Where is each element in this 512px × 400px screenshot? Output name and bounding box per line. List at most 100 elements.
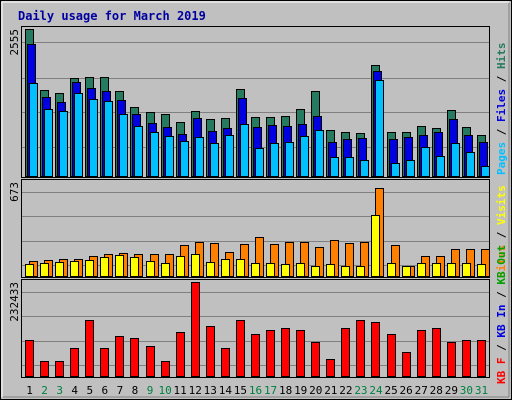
pages-bar xyxy=(315,130,324,177)
visits-bar xyxy=(251,263,260,277)
day-label-1: 1 xyxy=(26,384,33,397)
pages-bar xyxy=(255,148,264,177)
visits-bar xyxy=(115,255,124,277)
legend-panel-2-separator: / xyxy=(495,225,508,245)
day-label-15: 15 xyxy=(234,384,247,397)
visits-bar xyxy=(206,262,215,277)
day-label-4: 4 xyxy=(71,384,78,397)
pages-bar xyxy=(180,141,189,177)
day-label-2: 2 xyxy=(41,384,48,397)
pages-bar xyxy=(225,135,234,177)
pages-bar xyxy=(406,160,415,177)
day-label-20: 20 xyxy=(309,384,322,397)
kb-panel-border xyxy=(21,279,490,378)
pages-bar xyxy=(195,137,204,177)
kb-f-bar xyxy=(417,330,426,377)
visits-bar xyxy=(281,264,290,277)
kb-f-bar xyxy=(176,332,185,377)
legend-panel-3-separator: / xyxy=(495,338,508,358)
kb-f-bar xyxy=(266,330,275,377)
hits-files-pages-panel-border xyxy=(21,26,490,178)
visits-bar xyxy=(387,263,396,277)
day-label-7: 7 xyxy=(117,384,124,397)
pages-bar xyxy=(421,147,430,177)
legend-panel-1-files: Files xyxy=(495,89,508,122)
kb-f-bar xyxy=(432,328,441,377)
day-label-12: 12 xyxy=(189,384,202,397)
visits-bar xyxy=(70,261,79,277)
visits-bar xyxy=(417,263,426,277)
sites-visits-panel-border xyxy=(21,179,490,278)
pages-bar xyxy=(59,111,68,177)
day-label-17: 17 xyxy=(264,384,277,397)
legend-panel-3-kb-in: KB In xyxy=(495,305,508,338)
kb-f-bar xyxy=(236,320,245,377)
legend-panel-1: Pages / Files / Hits xyxy=(495,43,508,176)
visits-bar xyxy=(371,215,380,277)
kb-f-bar xyxy=(447,342,456,377)
day-label-16: 16 xyxy=(249,384,262,397)
day-label-24: 24 xyxy=(369,384,383,397)
pages-bar xyxy=(29,83,38,177)
day-label-22: 22 xyxy=(339,384,352,397)
day-label-27: 27 xyxy=(415,384,428,397)
visits-bar xyxy=(146,261,155,277)
hits-files-pages-panel-ymax-label: 2555 xyxy=(8,29,21,56)
day-label-31: 31 xyxy=(475,384,488,397)
visits-bar xyxy=(191,254,200,277)
day-label-10: 10 xyxy=(158,384,171,397)
sites-visits-panel-ymax-label: 673 xyxy=(8,182,21,202)
pages-bar xyxy=(44,109,53,177)
visits-bar xyxy=(130,257,139,277)
visits-bar xyxy=(447,263,456,277)
kb-f-bar xyxy=(402,352,411,377)
kb-f-bar xyxy=(281,328,290,377)
kb-f-bar xyxy=(462,340,471,377)
kb-f-bar xyxy=(371,322,380,377)
visits-bar xyxy=(100,257,109,277)
chart-title: Daily usage for March 2019 xyxy=(18,9,206,23)
legend-panel-2-visits: Visits xyxy=(495,185,508,225)
kb-f-bar xyxy=(70,348,79,377)
pages-bar xyxy=(436,156,445,177)
kb-f-bar xyxy=(206,326,215,377)
pages-bar xyxy=(330,157,339,177)
visits-bar xyxy=(55,262,64,277)
kb-f-bar xyxy=(221,348,230,377)
day-label-14: 14 xyxy=(219,384,233,397)
day-label-23: 23 xyxy=(354,384,367,397)
pages-bar xyxy=(451,143,460,177)
visits-bar xyxy=(432,263,441,277)
visits-bar xyxy=(341,266,350,277)
kb-f-bar xyxy=(130,338,139,377)
pages-bar xyxy=(240,124,249,177)
kb-f-bar xyxy=(55,361,64,377)
visits-bar xyxy=(40,263,49,277)
pages-bar xyxy=(134,126,143,177)
day-label-11: 11 xyxy=(174,384,187,397)
kb-f-bar xyxy=(387,334,396,377)
kb-f-bar xyxy=(341,328,350,377)
pages-bar xyxy=(391,163,400,177)
kb-f-bar xyxy=(191,282,200,377)
legend-panel-1-separator: / xyxy=(495,122,508,142)
pages-bar xyxy=(150,132,159,177)
day-label-8: 8 xyxy=(132,384,139,397)
visits-bar xyxy=(462,263,471,277)
legend-panel-1-hits: Hits xyxy=(495,43,508,70)
pages-bar xyxy=(165,136,174,177)
pages-bar xyxy=(119,114,128,177)
legend-panel-2-sites: Sites xyxy=(495,245,508,278)
day-label-9: 9 xyxy=(147,384,154,397)
pages-bar xyxy=(74,93,83,177)
visits-bar xyxy=(311,266,320,277)
kb-f-bar xyxy=(311,342,320,377)
kb-f-bar xyxy=(477,340,486,377)
visits-bar xyxy=(326,264,335,277)
day-label-3: 3 xyxy=(56,384,63,397)
kb-f-bar xyxy=(356,320,365,377)
kb-f-bar xyxy=(296,330,305,377)
visits-bar xyxy=(356,266,365,277)
day-label-19: 19 xyxy=(294,384,307,397)
kb-f-bar xyxy=(146,346,155,377)
